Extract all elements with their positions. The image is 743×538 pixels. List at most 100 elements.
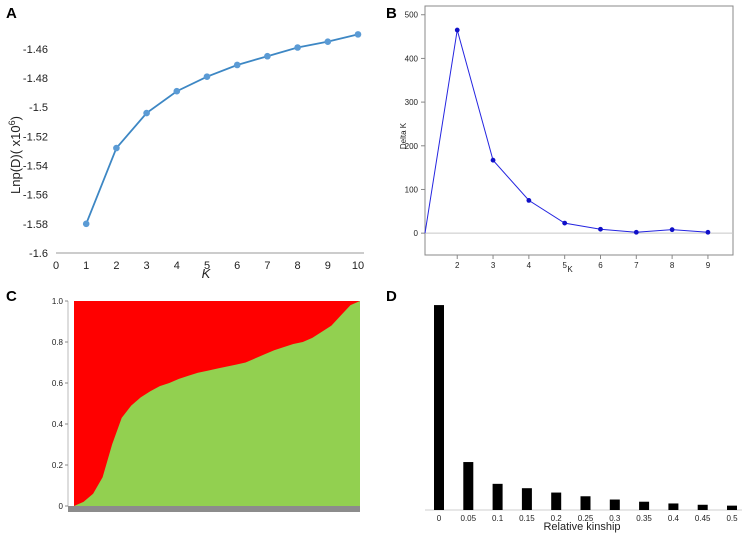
panel-d-bar [463, 462, 474, 510]
panel-d-x-tick-label: 0.1 [492, 514, 504, 523]
panel-a-x-tick-label: 4 [174, 260, 180, 272]
panel-a-data-point [233, 61, 241, 69]
panel-a-data-point [354, 31, 362, 38]
panel-a-x-tick-label: 7 [264, 260, 270, 272]
panel-a-y-tick-label: -1.54 [23, 161, 48, 173]
panel-b-x-tick-label: 9 [706, 261, 711, 270]
panel-b-y-axis-label: Delta K [399, 122, 408, 149]
panel-b-y-tick-label: 100 [405, 185, 419, 194]
panel-c-y-tick-label: 0.2 [52, 461, 64, 470]
panel-a-x-tick-label: 6 [234, 260, 240, 272]
panel-a-x-tick-label: 1 [83, 260, 89, 272]
panel-b-x-tick-label: 7 [634, 261, 639, 270]
panel-a-y-tick-label: -1.58 [23, 219, 48, 231]
panel-a-x-tick-label: 10 [352, 260, 364, 272]
panel-c-y-tick-label: 0.8 [52, 338, 64, 347]
panel-b-x-tick-label: 5 [562, 261, 567, 270]
panel-a-y-tick-label: -1.52 [23, 131, 48, 143]
panel-a-x-tick-label: 0 [53, 260, 59, 272]
panel-b-data-point [454, 27, 460, 33]
panel-d-x-tick-label: 0.05 [461, 514, 477, 523]
panel-a-data-point [143, 109, 150, 117]
panel-a-y-tick-label: -1.56 [23, 190, 48, 202]
panel-label-c: C [6, 288, 17, 305]
panel-d-bar [609, 499, 620, 510]
panel-b-plot-frame [424, 5, 734, 256]
panel-label-b: B [386, 5, 397, 22]
panel-a-y-tick-label: -1.48 [23, 73, 48, 85]
panel-a-data-point [294, 44, 301, 51]
panel-b-line-chart: K Delta K 0 100 200 300 400 500 2 3 4 5 6 7 8 9 [399, 5, 734, 274]
panel-d-x-tick-label: 0.2 [551, 514, 563, 523]
panel-a-data-point [203, 73, 211, 80]
panel-b-data-point [669, 227, 675, 233]
panel-d-bar [521, 488, 532, 510]
panel-b-y-tick-label: 300 [405, 98, 419, 107]
panel-b-y-tick-label: 400 [405, 54, 419, 63]
panel-d-x-tick-label: 0.35 [636, 514, 652, 523]
panel-d-bar [668, 503, 679, 510]
panel-c-structure-plot: 1.0 0.8 0.6 0.4 0.2 0 [52, 297, 360, 512]
panel-a-data-point [173, 87, 181, 95]
panel-a-y-tick-label: -1.6 [29, 248, 48, 260]
panel-d-x-tick-label: 0.45 [695, 514, 711, 523]
panel-a-data-point [324, 38, 332, 45]
panel-d-bar [697, 504, 708, 510]
panel-b-y-tick-label: 200 [405, 142, 419, 151]
panel-b-y-tick-label: 500 [405, 11, 419, 20]
panel-c-y-tick-label: 0 [59, 502, 64, 511]
panel-d-x-axis-label: Relative kinship [543, 521, 620, 533]
panel-a-y-axis-label-close: ) [8, 116, 23, 120]
panel-a-y-axis-label-text: Lnp(D)( x10 [8, 125, 23, 194]
panel-d-x-tick-label: 0.3 [609, 514, 621, 523]
panel-b-x-axis-label: K [567, 265, 573, 274]
panel-b-y-tick-label: 0 [414, 229, 419, 238]
panel-c-y-tick-label: 0.4 [52, 420, 64, 429]
panel-a-series-line [85, 33, 359, 225]
panel-c-y-tick-label: 1.0 [52, 297, 64, 306]
panel-c-baseline-bar [68, 506, 360, 512]
panel-d-bar [551, 492, 562, 510]
panel-c-green-cluster-area [74, 301, 360, 506]
panel-b-x-tick-label: 3 [491, 261, 496, 270]
panel-a-x-tick-label: 8 [295, 260, 301, 272]
panel-d-x-tick-label: 0.5 [726, 514, 738, 523]
panel-b-data-point [490, 157, 496, 163]
panel-a-data-point [264, 52, 271, 60]
panel-a-y-tick-label: -1.5 [29, 102, 48, 114]
panel-a-x-tick-label: 5 [204, 260, 210, 272]
panel-b-data-point [562, 220, 568, 226]
panel-a-y-tick-label: -1.46 [23, 44, 48, 56]
panel-d-x-tick-label: 0.25 [578, 514, 594, 523]
panel-a-x-axis-label: K [202, 266, 212, 281]
panel-b-data-point [598, 226, 603, 232]
panel-d-bar [580, 496, 591, 510]
panel-a-x-tick-label: 2 [113, 260, 119, 272]
panel-b-data-point [526, 197, 532, 203]
panel-a-x-tick-label: 3 [144, 260, 150, 272]
panel-a-line-chart: K Lnp(D)( x106) 0 1 2 3 4 5 6 7 8 9 10-1.46-1.48-1… [7, 31, 364, 281]
panel-d-bar [727, 505, 737, 510]
panel-b-x-tick-label: 2 [455, 261, 460, 270]
panel-label-d: D [386, 288, 397, 305]
panel-label-a: A [6, 5, 17, 22]
panel-a-y-axis-label: Lnp(D)( x106) [7, 116, 23, 194]
panel-d-bar [434, 305, 444, 510]
panel-b-x-tick-label: 4 [527, 261, 532, 270]
panel-d-bar [639, 501, 650, 510]
panel-a-data-point [82, 220, 90, 228]
panel-b-x-tick-label: 8 [670, 261, 675, 270]
panel-d-bar [492, 483, 503, 510]
panel-a-data-point [113, 144, 120, 152]
panel-b-data-point [705, 229, 711, 235]
panel-d-x-tick-label: 0.15 [519, 514, 535, 523]
panel-d-bar-chart: Relative kinship 0 0.05 0.1 0.15 0.2 0.25 0.3 0… [425, 305, 742, 533]
panel-a-y-axis-label-sup: 6 [7, 120, 17, 125]
panel-b-data-point [633, 229, 639, 235]
panel-c-y-tick-label: 0.6 [52, 379, 64, 388]
panel-b-x-tick-label: 6 [598, 261, 603, 270]
panel-b-series-line [424, 29, 708, 234]
panel-d-x-tick-label: 0 [437, 514, 442, 523]
panel-d-x-tick-label: 0.4 [668, 514, 680, 523]
